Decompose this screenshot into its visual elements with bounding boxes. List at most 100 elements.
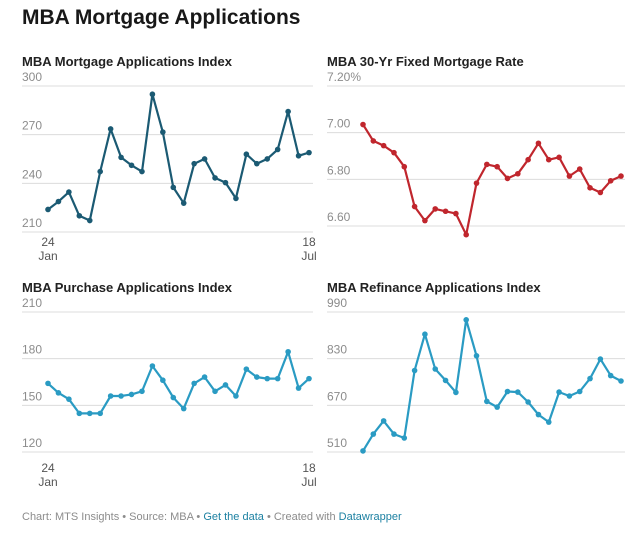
data-point <box>295 152 302 159</box>
chart-title: MBA Purchase Applications Index <box>22 280 232 295</box>
chart-credit: Chart: MTS Insights <box>22 511 120 523</box>
x-tick-label: Jan <box>38 475 57 489</box>
data-point <box>556 154 562 161</box>
y-tick-label: 6.80 <box>327 163 351 177</box>
data-point <box>222 179 229 186</box>
data-point <box>76 212 83 219</box>
data-point <box>222 382 229 388</box>
chart-panel-applications-index: MBA Mortgage Applications Index 300 270 24… <box>22 54 317 268</box>
x-tick-label: 24 <box>41 235 55 249</box>
chart-panel-refinance-index: MBA Refinance Applications Index 990 830 6… <box>327 280 627 494</box>
get-data-link[interactable]: Get the data <box>203 511 264 523</box>
data-point <box>107 393 114 399</box>
data-point <box>504 388 511 395</box>
series-line <box>47 93 310 222</box>
data-point <box>97 410 103 417</box>
data-point <box>411 203 418 210</box>
data-point <box>380 418 387 424</box>
data-point <box>139 168 145 175</box>
data-point <box>535 140 542 147</box>
data-point <box>380 142 387 149</box>
y-tick-label: 240 <box>22 167 42 181</box>
data-point <box>391 149 397 156</box>
data-point <box>243 366 250 372</box>
y-tick-label: 830 <box>327 343 347 357</box>
y-tick-label: 210 <box>22 216 42 230</box>
data-point <box>525 399 531 405</box>
data-point <box>45 380 51 387</box>
data-point <box>587 185 593 191</box>
data-point <box>274 375 281 382</box>
data-point <box>515 389 521 395</box>
data-point <box>45 206 51 213</box>
data-point <box>525 156 531 163</box>
data-point <box>149 91 156 98</box>
x-tick-label: 18 <box>302 235 316 249</box>
data-point <box>191 380 197 387</box>
x-tick-label: Jul <box>301 475 316 489</box>
data-point <box>139 388 145 395</box>
y-tick-label: 180 <box>22 343 42 357</box>
data-point <box>201 156 208 162</box>
data-point <box>201 374 208 380</box>
y-tick-label: 270 <box>22 119 42 133</box>
data-point <box>484 161 490 168</box>
separator: • <box>263 511 274 523</box>
data-point <box>411 367 418 374</box>
series-line <box>362 318 622 452</box>
data-point <box>607 372 614 379</box>
data-point <box>484 398 490 405</box>
y-tick-label: 150 <box>22 389 42 403</box>
chart-panel-30yr-fixed-rate: MBA 30-Yr Fixed Mortgage Rate 7.20% 7.00 6… <box>327 54 627 268</box>
data-point <box>442 208 449 215</box>
line-chart-30yr-fixed-rate: 7.20% 7.00 6.80 6.60 <box>327 70 625 238</box>
source-credit: Source: MBA <box>129 511 194 523</box>
data-point <box>576 166 583 172</box>
data-point <box>597 189 604 196</box>
data-point <box>442 377 449 384</box>
data-point <box>473 180 480 186</box>
data-point <box>515 170 521 177</box>
data-point <box>128 391 135 398</box>
data-point <box>597 356 604 362</box>
data-point <box>494 163 500 170</box>
data-point <box>545 419 552 425</box>
data-point <box>264 375 271 382</box>
x-tick-label: Jul <box>301 249 316 263</box>
chart-title: MBA Refinance Applications Index <box>327 280 541 295</box>
data-point <box>107 126 114 132</box>
data-point <box>306 375 312 382</box>
data-point <box>391 431 397 437</box>
data-point <box>55 198 62 205</box>
data-point <box>566 173 573 179</box>
data-point <box>504 175 511 182</box>
data-point <box>243 151 250 158</box>
data-point <box>254 160 260 167</box>
y-tick-label: 7.20% <box>327 70 361 84</box>
data-point <box>432 206 439 212</box>
data-point <box>432 366 439 372</box>
data-point <box>118 154 124 161</box>
y-tick-label: 6.60 <box>327 210 351 224</box>
data-point <box>306 149 312 156</box>
data-point <box>401 163 408 170</box>
data-point <box>285 108 291 115</box>
data-point <box>128 162 135 169</box>
data-point <box>545 156 552 163</box>
data-point <box>494 404 500 410</box>
data-point <box>160 129 166 135</box>
x-tick-label: 24 <box>41 461 55 475</box>
data-point <box>463 231 469 238</box>
created-with-text: Created with <box>273 511 339 523</box>
data-point <box>212 388 218 395</box>
separator: • <box>119 511 130 523</box>
data-point <box>86 217 93 224</box>
data-point <box>254 374 260 380</box>
y-tick-label: 120 <box>22 436 42 450</box>
datawrapper-link[interactable]: Datawrapper <box>338 511 402 523</box>
data-point <box>191 160 197 167</box>
data-point <box>180 200 187 206</box>
footer-credits: Chart: MTS Insights • Source: MBA • Get … <box>22 511 402 523</box>
